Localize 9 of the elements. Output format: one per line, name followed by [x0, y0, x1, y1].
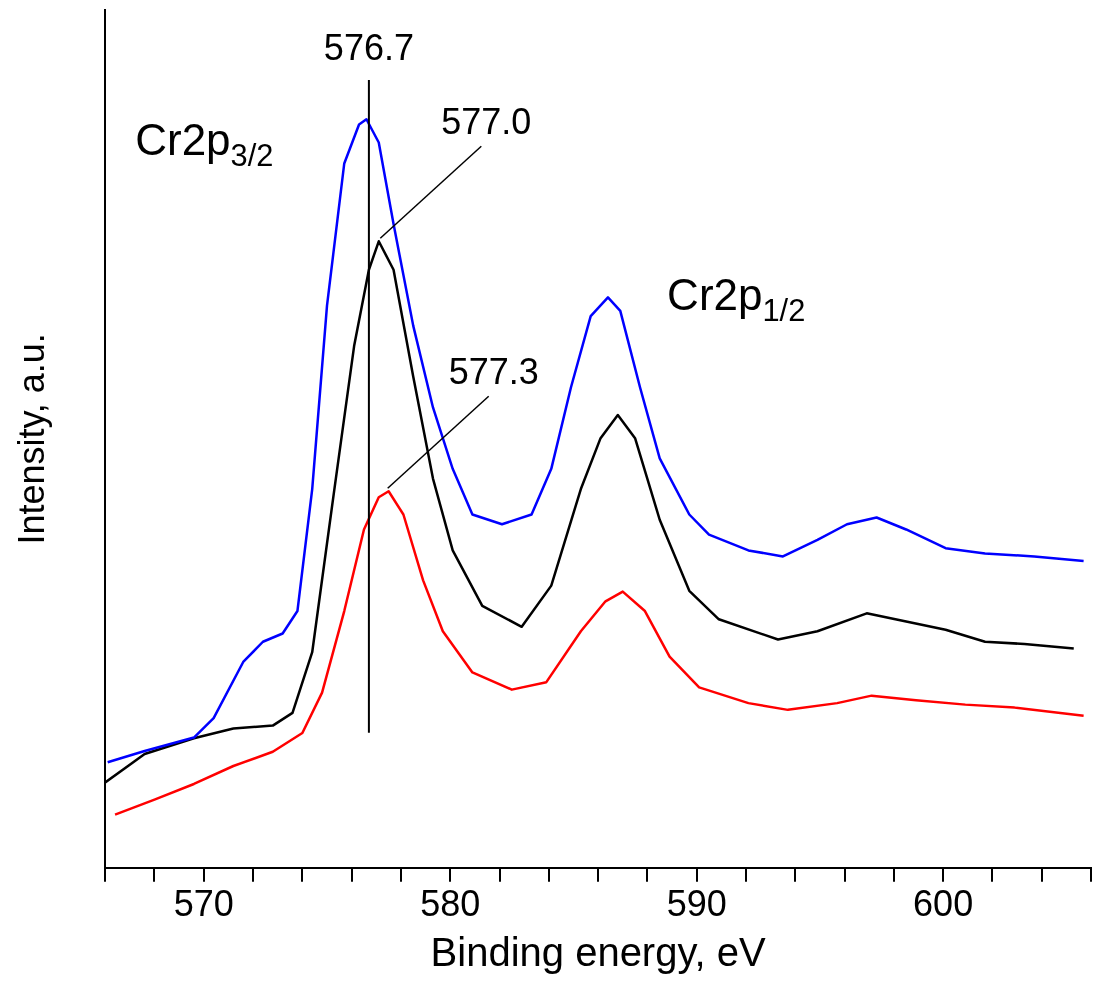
x-tick-label: 590: [666, 883, 727, 925]
x-tick-label: 570: [173, 883, 234, 925]
annotation: 577.3: [448, 351, 539, 393]
x-axis-title: Binding energy, eV: [430, 930, 766, 975]
annotation: 577.0: [441, 101, 532, 143]
x-tick-label: 580: [420, 883, 481, 925]
y-axis-title: Intensity, a.u.: [10, 333, 52, 545]
x-tick-label: 600: [913, 883, 974, 925]
ref-line-label: 576.7: [323, 27, 414, 68]
